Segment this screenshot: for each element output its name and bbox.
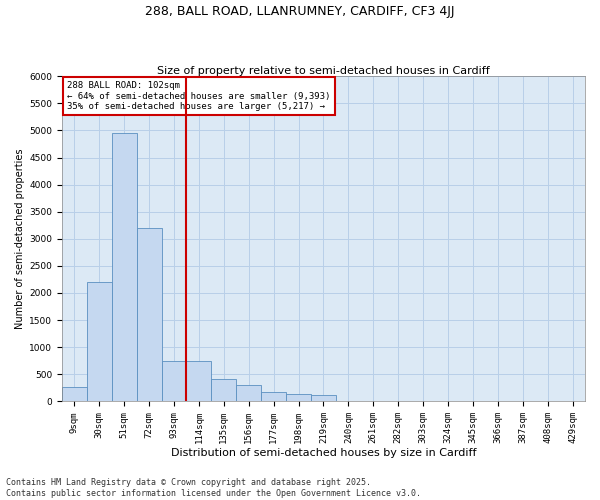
X-axis label: Distribution of semi-detached houses by size in Cardiff: Distribution of semi-detached houses by … [170,448,476,458]
Text: Contains HM Land Registry data © Crown copyright and database right 2025.
Contai: Contains HM Land Registry data © Crown c… [6,478,421,498]
Bar [261,392,286,402]
Bar [112,133,137,402]
Bar [187,360,211,402]
Bar [236,385,261,402]
Bar [286,394,311,402]
Bar [87,282,112,402]
Bar [161,360,187,402]
Bar [311,396,336,402]
Y-axis label: Number of semi-detached properties: Number of semi-detached properties [15,148,25,329]
Bar [211,378,236,402]
Bar [62,386,87,402]
Bar [137,228,161,402]
Text: 288 BALL ROAD: 102sqm
← 64% of semi-detached houses are smaller (9,393)
35% of s: 288 BALL ROAD: 102sqm ← 64% of semi-deta… [67,81,331,111]
Text: 288, BALL ROAD, LLANRUMNEY, CARDIFF, CF3 4JJ: 288, BALL ROAD, LLANRUMNEY, CARDIFF, CF3… [145,5,455,18]
Title: Size of property relative to semi-detached houses in Cardiff: Size of property relative to semi-detach… [157,66,490,76]
